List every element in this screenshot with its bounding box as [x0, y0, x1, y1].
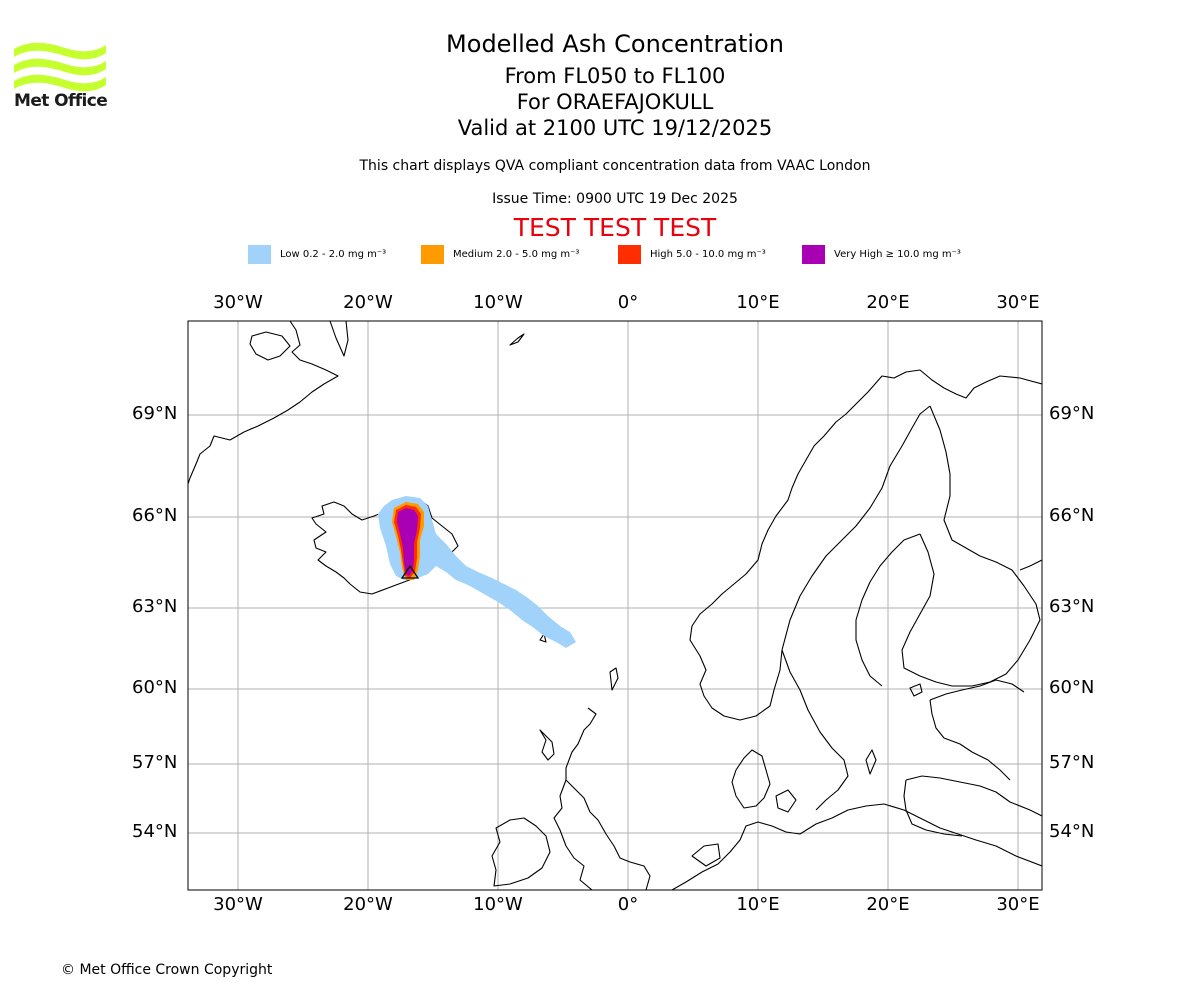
lon-label-bottom: 0° [617, 894, 639, 915]
lat-label-left: 63°N [132, 596, 178, 617]
lat-label-right: 66°N [1049, 505, 1095, 526]
volcano-marker-icon [400, 564, 420, 579]
map-frame [187, 320, 1043, 891]
ash-low-concentration [378, 496, 576, 648]
lon-label-bottom: 20°W [343, 894, 393, 915]
lat-label-left: 57°N [132, 752, 178, 773]
lat-label-right: 57°N [1049, 752, 1095, 773]
legend-label-high: High 5.0 - 10.0 mg m⁻³ [650, 248, 766, 260]
ash-very-high-concentration [397, 508, 418, 576]
coastlines [188, 321, 1042, 890]
met-office-logo-icon [14, 42, 106, 92]
lon-label-top: 20°E [866, 292, 910, 313]
legend-item-very-high: Very High ≥ 10.0 mg m⁻³ [802, 244, 961, 264]
volcano-name: For ORAEFAJOKULL [516, 90, 714, 114]
lon-label-top: 20°W [343, 292, 393, 313]
legend-swatch-high [618, 244, 641, 264]
test-banner: TEST TEST TEST [513, 213, 717, 242]
lon-label-top: 10°E [736, 292, 780, 313]
lon-label-top: 30°E [996, 292, 1040, 313]
lon-label-top: 30°W [213, 292, 263, 313]
lat-label-right: 60°N [1049, 677, 1095, 698]
lon-label-top: 0° [617, 292, 639, 313]
lat-label-left: 66°N [132, 505, 178, 526]
lon-label-bottom: 10°E [736, 894, 780, 915]
lon-label-bottom: 10°W [473, 894, 523, 915]
lat-label-right: 54°N [1049, 821, 1095, 842]
lon-label-bottom: 30°W [213, 894, 263, 915]
lon-label-bottom: 20°E [866, 894, 910, 915]
lat-label-left: 69°N [132, 403, 178, 424]
lat-label-right: 63°N [1049, 596, 1095, 617]
legend-swatch-medium [421, 244, 444, 264]
copyright-notice: © Met Office Crown Copyright [61, 962, 273, 978]
legend-item-medium: Medium 2.0 - 5.0 mg m⁻³ [421, 244, 579, 264]
valid-time: Valid at 2100 UTC 19/12/2025 [457, 116, 773, 140]
flight-level-range: From FL050 to FL100 [504, 64, 726, 88]
legend-label-low: Low 0.2 - 2.0 mg m⁻³ [280, 248, 387, 260]
legend-swatch-low [248, 244, 271, 264]
lat-label-right: 69°N [1049, 403, 1095, 424]
lon-label-bottom: 30°E [996, 894, 1040, 915]
compliance-note: This chart displays QVA compliant concen… [359, 158, 871, 174]
legend-item-high: High 5.0 - 10.0 mg m⁻³ [618, 244, 766, 264]
lat-label-left: 60°N [132, 677, 178, 698]
lon-label-top: 10°W [473, 292, 523, 313]
legend-item-low: Low 0.2 - 2.0 mg m⁻³ [248, 244, 386, 264]
met-office-logo-text: Met Office [14, 91, 108, 111]
issue-time: Issue Time: 0900 UTC 19 Dec 2025 [492, 191, 738, 207]
legend-swatch-very-high [802, 244, 825, 264]
graticule [188, 321, 1042, 890]
legend-label-medium: Medium 2.0 - 5.0 mg m⁻³ [453, 248, 580, 260]
chart-title: Modelled Ash Concentration [446, 30, 784, 58]
legend-label-very-high: Very High ≥ 10.0 mg m⁻³ [834, 248, 961, 260]
lat-label-left: 54°N [132, 821, 178, 842]
